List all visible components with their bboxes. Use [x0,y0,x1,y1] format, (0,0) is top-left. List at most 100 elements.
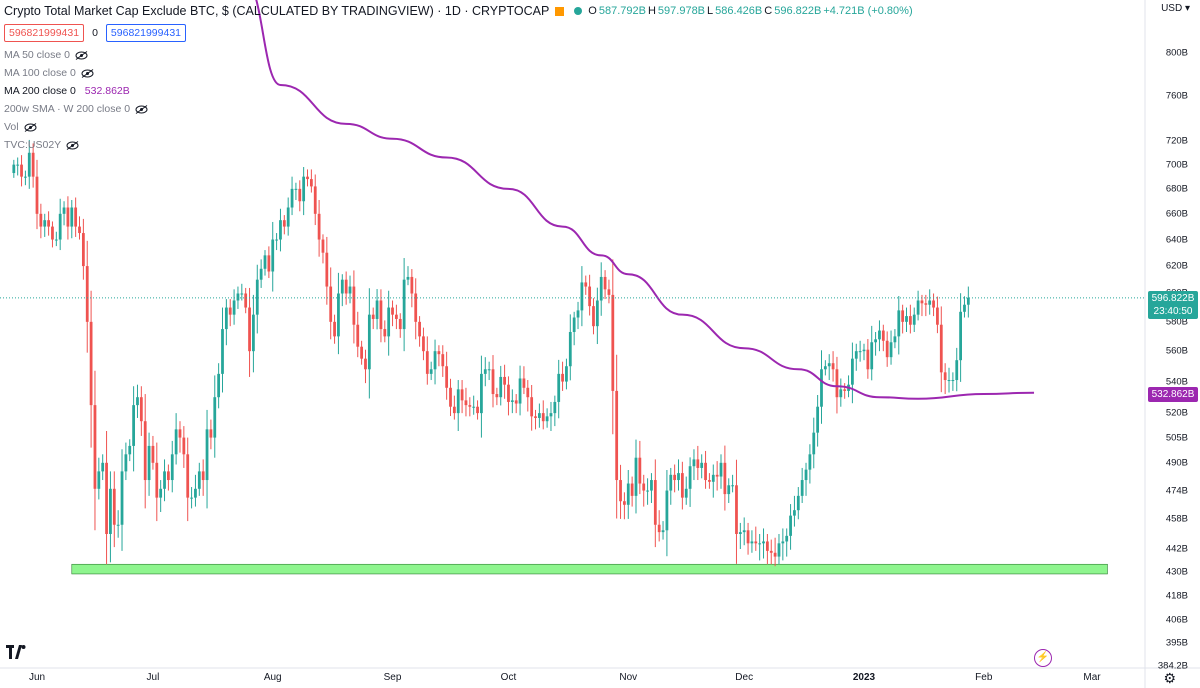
candle[interactable] [595,287,599,345]
candle[interactable] [572,311,576,346]
candle[interactable] [870,325,874,381]
candle[interactable] [85,240,89,353]
candle[interactable] [143,394,147,509]
candle[interactable] [398,313,402,338]
candle[interactable] [201,459,205,496]
candle[interactable] [765,533,769,565]
candle[interactable] [51,221,54,248]
candle[interactable] [66,196,70,240]
candle[interactable] [487,361,491,381]
candle[interactable] [472,395,476,415]
candle[interactable] [959,293,962,382]
candle[interactable] [136,384,139,418]
candle[interactable] [255,264,259,334]
candle[interactable] [669,467,673,505]
lightning-icon[interactable]: ⚡ [1034,649,1052,667]
candle[interactable] [623,492,626,520]
candle[interactable] [561,361,564,391]
candle[interactable] [599,262,603,316]
candle[interactable] [522,366,526,395]
candle[interactable] [120,449,124,551]
candle[interactable] [244,287,248,314]
candle[interactable] [456,380,460,432]
candle[interactable] [367,288,371,399]
candle[interactable] [696,445,700,481]
candle[interactable] [282,215,286,235]
candle[interactable] [97,457,101,500]
candle[interactable] [537,403,541,428]
candle[interactable] [677,459,680,491]
candle[interactable] [105,431,108,565]
candle[interactable] [24,170,27,186]
candle[interactable] [217,363,221,409]
candle[interactable] [847,375,850,398]
eye-off-icon[interactable] [81,68,94,78]
candle[interactable] [240,283,244,301]
candle[interactable] [626,470,630,519]
candle[interactable] [518,365,522,416]
candle[interactable] [816,394,820,447]
candle[interactable] [379,289,383,343]
candle[interactable] [665,470,669,557]
candle[interactable] [742,517,746,546]
candle[interactable] [510,389,514,414]
candle[interactable] [356,311,360,358]
candle[interactable] [228,299,232,327]
candle[interactable] [719,454,723,489]
candle[interactable] [93,370,97,531]
candle[interactable] [480,355,483,438]
candle[interactable] [321,234,325,264]
candle[interactable] [197,462,201,496]
candle[interactable] [128,439,132,462]
candle[interactable] [781,528,785,561]
candle[interactable] [12,159,16,178]
candle[interactable] [170,440,174,493]
candle[interactable] [445,351,449,400]
candle[interactable] [290,176,294,216]
candle[interactable] [410,269,414,308]
candle[interactable] [858,340,862,362]
candle[interactable] [344,271,348,305]
candle[interactable] [843,383,847,399]
candle[interactable] [383,320,387,343]
indicator-200w-sma[interactable]: 200w SMA · W 200 close 0 [4,100,148,118]
candle[interactable] [584,275,588,295]
candle[interactable] [286,197,290,236]
candle[interactable] [657,510,661,542]
candle[interactable] [932,293,935,317]
candle[interactable] [939,306,943,393]
candle[interactable] [924,294,928,317]
candle[interactable] [715,461,719,491]
candle[interactable] [35,159,39,230]
candle[interactable] [209,419,213,450]
candle[interactable] [943,363,947,395]
candle[interactable] [708,473,711,489]
candle[interactable] [881,324,885,352]
candle[interactable] [688,457,692,507]
candle[interactable] [252,294,255,373]
candle[interactable] [352,270,356,344]
candle[interactable] [167,464,170,491]
indicator-volume[interactable]: Vol [4,118,148,136]
candle[interactable] [186,437,190,522]
candle[interactable] [275,233,278,251]
candle[interactable] [402,258,406,352]
eye-off-icon[interactable] [135,104,148,114]
candle[interactable] [827,354,831,381]
candle[interactable] [750,530,754,553]
candle[interactable] [371,307,375,330]
candle[interactable] [267,246,271,279]
candle[interactable] [190,487,193,509]
candle[interactable] [580,266,584,327]
candle[interactable] [360,340,364,365]
candle[interactable] [437,345,441,367]
buy-button[interactable]: 596821999431 [105,24,186,42]
candle[interactable] [603,270,607,300]
candle[interactable] [375,289,379,330]
candle[interactable] [680,461,684,510]
candle[interactable] [62,201,66,226]
candle[interactable] [418,316,421,347]
candle[interactable] [700,454,704,479]
candle[interactable] [534,409,537,430]
candle[interactable] [592,298,595,335]
